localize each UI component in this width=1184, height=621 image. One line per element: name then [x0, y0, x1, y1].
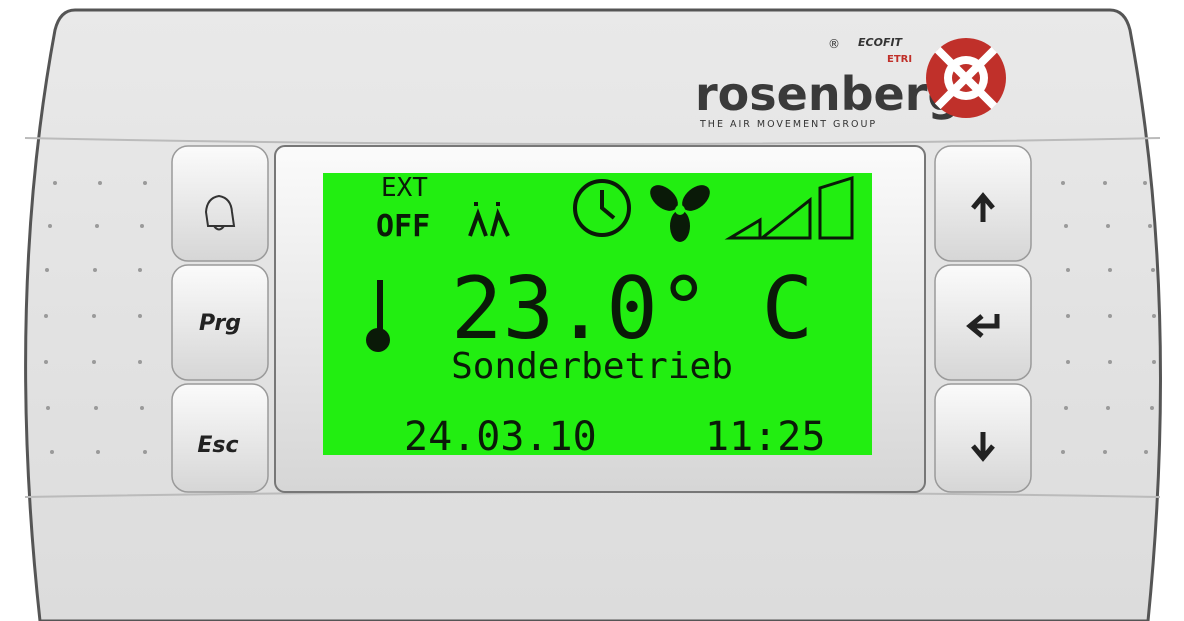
logo-registered: ®	[828, 37, 840, 51]
temperature: 23.0° C	[451, 259, 813, 359]
status-label: OFF	[376, 209, 430, 244]
mode: Sonderbetrieb	[451, 346, 733, 387]
enter-button[interactable]	[935, 265, 1031, 380]
logo-brand: rosenberg	[695, 67, 960, 121]
esc-label: Esc	[197, 433, 238, 458]
prg-label: Prg	[199, 311, 241, 336]
ext-label: EXT	[381, 173, 428, 203]
alarm-button[interactable]	[172, 146, 268, 261]
esc-button[interactable]: Esc	[172, 384, 268, 492]
down-button[interactable]	[935, 384, 1031, 492]
logo-etri: ETRI	[887, 54, 912, 65]
date: 24.03.10	[404, 414, 597, 460]
device-panel: rosenberg THE AIR MOVEMENT GROUP ® ECOFI…	[0, 0, 1184, 621]
logo-tagline: THE AIR MOVEMENT GROUP	[699, 119, 877, 130]
time: 11:25	[705, 414, 825, 460]
prg-button[interactable]: Prg	[172, 265, 268, 380]
logo-ecofit: ECOFIT	[858, 36, 904, 49]
up-button[interactable]	[935, 146, 1031, 261]
